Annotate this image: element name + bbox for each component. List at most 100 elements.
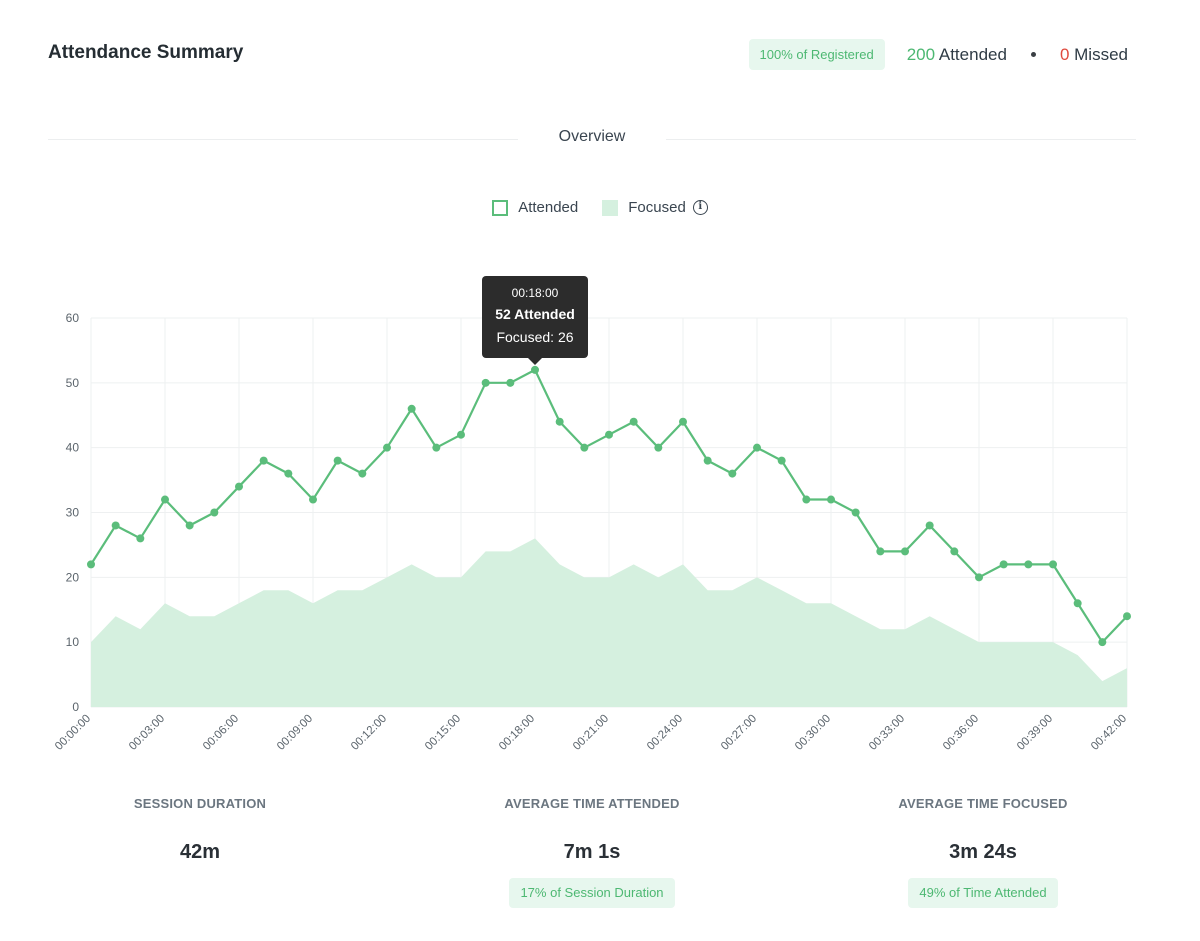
- stat-average-time-focused: AVERAGE TIME FOCUSED 3m 24s 49% of Time …: [833, 796, 1133, 908]
- attendance-chart: 0 10 20 30 40 50 60 00:00:00 00:03:00 00:06:00 00:…: [53, 311, 1131, 753]
- divider-line-right: [666, 139, 1136, 140]
- chart-tooltip: 00:18:00 52 Attended Focused: 26: [482, 275, 588, 365]
- attended-point: [136, 534, 145, 543]
- attendance-totals: 100% of Registered 200 Attended 0 Missed: [748, 39, 1128, 70]
- y-tick-label: 40: [66, 441, 80, 455]
- attended-point: [1049, 560, 1057, 569]
- attended-point: [383, 443, 391, 452]
- attended-point: [851, 508, 860, 517]
- attended-point: [555, 417, 564, 426]
- x-tick-label: 00:24:00: [645, 713, 685, 753]
- divider-line-left: [48, 139, 518, 140]
- attended-total: 200 Attended: [907, 45, 1007, 65]
- attended-point: [1123, 612, 1131, 621]
- separator-dot: [1030, 52, 1036, 57]
- missed-total: 0 Missed: [1060, 45, 1128, 65]
- attended-point: [777, 456, 786, 465]
- x-tick-label: 00:18:00: [497, 713, 537, 753]
- attended-point: [432, 443, 441, 452]
- attended-point: [185, 521, 194, 530]
- stat-percent-badge: 17% of Session Duration: [509, 878, 675, 908]
- y-tick-label: 10: [66, 635, 80, 649]
- attended-point: [580, 443, 589, 452]
- attended-point: [161, 495, 169, 504]
- attended-swatch: [492, 199, 509, 216]
- attended-point: [975, 573, 983, 582]
- attended-point: [333, 456, 342, 465]
- attended-point: [605, 430, 613, 439]
- y-tick-label: 0: [72, 700, 79, 714]
- overview-divider: Overview: [48, 128, 1136, 152]
- x-tick-label: 00:30:00: [793, 713, 833, 753]
- x-tick-label: 00:39:00: [1015, 713, 1055, 753]
- attended-point: [210, 508, 219, 517]
- chart-legend: Attended Focused i: [0, 199, 1200, 216]
- attended-point: [309, 495, 317, 504]
- tooltip-attended: 52 Attended: [495, 305, 575, 322]
- y-tick-label: 30: [66, 506, 80, 520]
- attended-point: [950, 547, 959, 556]
- attended-point: [284, 469, 293, 478]
- x-tick-label: 00:00:00: [53, 713, 93, 753]
- x-tick-label: 00:36:00: [941, 713, 981, 753]
- y-tick-label: 50: [66, 376, 80, 390]
- attended-point: [1073, 599, 1082, 608]
- focused-swatch: [602, 199, 619, 216]
- attended-point: [876, 547, 885, 556]
- attended-point: [506, 378, 515, 387]
- attended-point: [679, 417, 687, 426]
- x-tick-label: 00:15:00: [423, 713, 463, 753]
- attended-point: [1024, 560, 1033, 569]
- attended-point: [111, 521, 120, 530]
- attended-point: [629, 417, 638, 426]
- x-tick-label: 00:21:00: [571, 713, 611, 753]
- attended-point: [358, 469, 367, 478]
- x-tick-label: 00:06:00: [201, 713, 241, 753]
- legend-label-attended: Attended: [518, 199, 579, 216]
- stat-session-duration: SESSION DURATION 42m: [50, 796, 350, 864]
- legend-label-focused: Focused: [628, 199, 686, 216]
- stat-average-time-attended: AVERAGE TIME ATTENDED 7m 1s 17% of Sessi…: [442, 796, 742, 908]
- y-tick-label: 20: [66, 570, 80, 584]
- x-tick-label: 00:03:00: [127, 713, 167, 753]
- x-tick-label: 00:12:00: [349, 713, 389, 753]
- stat-label: SESSION DURATION: [133, 796, 267, 811]
- attended-point: [703, 456, 712, 465]
- missed-label: Missed: [1074, 44, 1128, 64]
- x-tick-label: 00:42:00: [1089, 713, 1129, 753]
- x-tick-label: 00:33:00: [867, 713, 907, 753]
- attended-point: [802, 495, 811, 504]
- legend-item-focused[interactable]: Focused i: [602, 199, 708, 216]
- tooltip-focused: Focused: 26: [496, 328, 574, 345]
- stat-label: AVERAGE TIME FOCUSED: [898, 796, 1068, 811]
- stat-value: 3m 24s: [949, 841, 1017, 863]
- info-icon[interactable]: i: [692, 200, 708, 215]
- registered-badge: 100% of Registered: [748, 39, 885, 70]
- attended-point: [87, 560, 95, 569]
- attended-point: [259, 456, 268, 465]
- attended-point: [235, 482, 243, 491]
- attended-point: [531, 365, 539, 374]
- attended-label: Attended: [938, 44, 1007, 64]
- attended-point: [481, 378, 490, 387]
- attended-point: [407, 404, 416, 413]
- stat-label: AVERAGE TIME ATTENDED: [504, 796, 680, 811]
- attended-point: [753, 443, 761, 452]
- legend-item-attended[interactable]: Attended: [492, 199, 578, 216]
- overview-heading: Overview: [558, 128, 626, 145]
- stat-value: 42m: [179, 841, 221, 863]
- attended-point: [457, 430, 465, 439]
- x-tick-label: 00:27:00: [719, 713, 759, 753]
- y-tick-label: 60: [66, 311, 80, 325]
- tooltip-time: 00:18:00: [511, 285, 559, 300]
- focused-area: [91, 538, 1127, 707]
- stat-percent-badge: 49% of Time Attended: [908, 878, 1058, 908]
- missed-count: 0: [1059, 44, 1070, 64]
- attended-point: [654, 443, 663, 452]
- attended-point: [901, 547, 909, 556]
- x-tick-label: 00:09:00: [275, 713, 315, 753]
- page-title: Attendance Summary: [48, 42, 244, 63]
- stat-value: 7m 1s: [563, 841, 621, 863]
- attended-point: [999, 560, 1008, 569]
- attended-count: 200: [906, 44, 936, 64]
